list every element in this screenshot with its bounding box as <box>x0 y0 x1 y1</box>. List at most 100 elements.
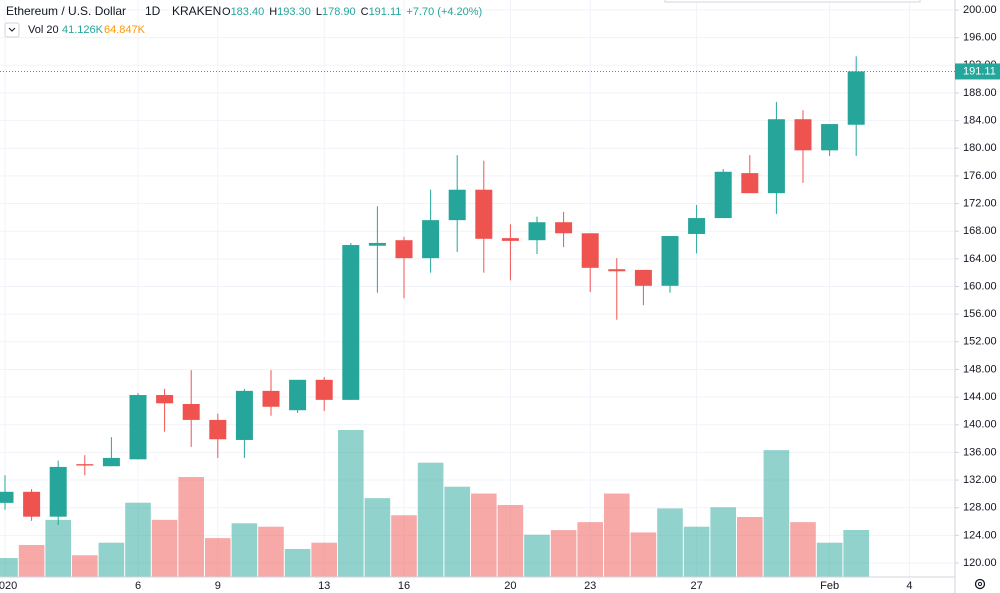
y-tick-label: 160.00 <box>963 280 997 292</box>
candles <box>0 56 865 525</box>
x-tick-label: Feb <box>820 580 839 592</box>
volume-bar <box>98 542 125 577</box>
y-tick-label: 184.00 <box>963 115 997 127</box>
volume-bar <box>417 462 444 577</box>
volume-bar <box>790 522 816 577</box>
volume-bar <box>125 502 151 577</box>
interval: 1D <box>145 4 161 18</box>
candle-body <box>422 220 440 259</box>
candle-body <box>847 71 865 125</box>
x-tick-label: 16 <box>398 580 410 592</box>
candle-body <box>555 222 573 234</box>
x-tick-label: 6 <box>135 580 141 592</box>
volume-bar <box>258 526 284 577</box>
volume-value: 41.126K <box>62 24 104 36</box>
volume-bar <box>763 450 790 577</box>
x-tick-label: 20 <box>504 580 516 592</box>
volume-bar <box>683 526 710 577</box>
ohlc-key: L <box>316 6 322 18</box>
ohlc-value: 183.40 <box>231 6 265 18</box>
y-tick-label: 188.00 <box>963 87 997 99</box>
volume-bar <box>45 519 71 577</box>
candle-body <box>581 233 599 268</box>
candle-body <box>235 390 253 440</box>
volume-label: Vol 20 <box>28 24 59 36</box>
candle-body <box>767 119 785 194</box>
x-tick-label: 2020 <box>0 580 17 592</box>
panel-edge <box>664 0 921 3</box>
candle-body <box>76 464 94 466</box>
y-tick-label: 156.00 <box>963 308 997 320</box>
settings-button[interactable] <box>974 578 986 590</box>
volume-bar <box>284 548 311 577</box>
candle-body <box>688 218 706 234</box>
y-tick-label: 172.00 <box>963 197 997 209</box>
x-tick-label: 9 <box>215 580 221 592</box>
grid <box>0 0 955 577</box>
y-tick-label: 180.00 <box>963 142 997 154</box>
volume-ma: 64.847K <box>104 24 146 36</box>
candle-body <box>741 173 759 194</box>
volume-bar <box>710 507 736 577</box>
y-tick-label: 120.00 <box>963 557 997 569</box>
last-price-tag <box>955 63 1000 80</box>
ohlc-value: 191.11 <box>369 6 402 18</box>
volume-bar <box>657 508 683 577</box>
gear-center <box>977 581 983 587</box>
volume-bar <box>391 515 417 577</box>
candle-body <box>156 395 174 404</box>
collapse-button[interactable] <box>4 22 20 38</box>
y-tick-label: 200.00 <box>963 4 997 16</box>
candle-body <box>634 269 652 286</box>
volume-bar <box>471 493 497 577</box>
y-tick-label: 196.00 <box>963 32 997 44</box>
last-price-label: 191.11 <box>963 65 996 77</box>
volume-bar <box>843 529 869 577</box>
volume-bar <box>72 555 98 577</box>
volume-bar <box>604 493 630 577</box>
candle-body <box>23 491 41 517</box>
volume-bar <box>737 516 763 577</box>
volume-bar <box>524 534 550 577</box>
exchange: KRAKEN <box>172 4 221 18</box>
chevron-icon <box>8 27 16 32</box>
ohlc-key: O <box>222 6 231 18</box>
candle-body <box>714 171 732 219</box>
x-tick-label: 4 <box>906 580 912 592</box>
volume-bar <box>151 519 178 577</box>
volume-bar <box>231 523 258 577</box>
x-tick-label: 27 <box>690 580 702 592</box>
x-tick-label: 13 <box>318 580 330 592</box>
candle-body <box>342 245 360 400</box>
candle-body <box>368 242 386 246</box>
candle-body <box>661 236 679 286</box>
volume-bar <box>577 522 603 577</box>
candle-body <box>0 491 14 503</box>
ohlc-key: H <box>269 6 277 18</box>
volume-bar <box>18 544 45 577</box>
ohlc-value: 178.90 <box>322 6 356 18</box>
volume-bar <box>630 532 657 577</box>
symbol-title: Ethereum / U.S. Dollar <box>6 4 126 18</box>
candle-body <box>262 390 280 407</box>
volume-bar <box>338 430 364 577</box>
candle-body <box>501 238 519 241</box>
x-tick-label: 23 <box>584 580 596 592</box>
ohlc-value: 193.30 <box>277 6 311 18</box>
candle-body <box>289 379 307 411</box>
candle-body <box>821 124 839 151</box>
volume-bar <box>497 504 524 577</box>
candle-body <box>528 222 546 241</box>
candle-body <box>49 466 67 517</box>
candle-body <box>448 189 466 221</box>
ohlc-key: C <box>361 6 369 18</box>
y-tick-label: 176.00 <box>963 170 997 182</box>
candle-body <box>182 404 200 420</box>
candle-body <box>475 189 493 239</box>
y-tick-label: 136.00 <box>963 446 997 458</box>
ohlc-legend: O 183.40 H 193.30 L 178.90 C 191.11 <box>222 6 401 18</box>
y-tick-label: 128.00 <box>963 502 997 514</box>
volume-bar <box>178 476 204 577</box>
